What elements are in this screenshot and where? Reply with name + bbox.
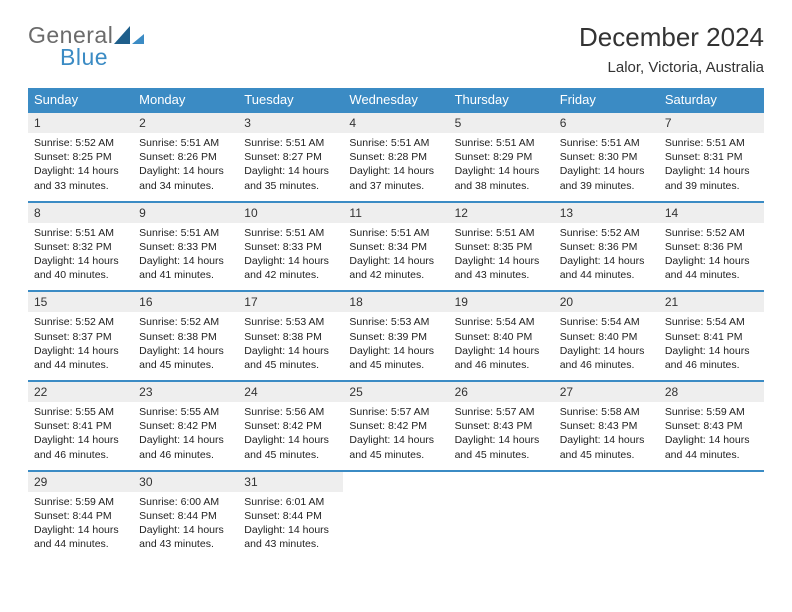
day-detail-cell: Sunrise: 5:58 AMSunset: 8:43 PMDaylight:…: [554, 402, 659, 470]
day-detail-cell: Sunrise: 5:53 AMSunset: 8:39 PMDaylight:…: [343, 312, 448, 380]
page-title: December 2024: [579, 22, 764, 53]
day-number-cell: 5: [449, 111, 554, 133]
day-number-cell: 1: [28, 111, 133, 133]
calendar-page: General Blue December 2024 Lalor, Victor…: [0, 0, 792, 581]
day-detail-cell: Sunrise: 5:57 AMSunset: 8:42 PMDaylight:…: [343, 402, 448, 470]
day-number-cell: [343, 470, 448, 492]
day-header-mon: Monday: [133, 88, 238, 111]
day-number-cell: 14: [659, 201, 764, 223]
day-number-cell: 22: [28, 380, 133, 402]
day-number-cell: [554, 470, 659, 492]
day-number-cell: 18: [343, 290, 448, 312]
day-detail-cell: Sunrise: 5:51 AMSunset: 8:28 PMDaylight:…: [343, 133, 448, 201]
day-header-tue: Tuesday: [238, 88, 343, 111]
day-number-cell: 23: [133, 380, 238, 402]
day-header-row: Sunday Monday Tuesday Wednesday Thursday…: [28, 88, 764, 111]
day-header-thu: Thursday: [449, 88, 554, 111]
day-number-cell: 31: [238, 470, 343, 492]
day-detail-cell: Sunrise: 5:56 AMSunset: 8:42 PMDaylight:…: [238, 402, 343, 470]
day-detail-cell: Sunrise: 5:52 AMSunset: 8:37 PMDaylight:…: [28, 312, 133, 380]
day-number-cell: 3: [238, 111, 343, 133]
day-number-cell: 24: [238, 380, 343, 402]
day-number-cell: 21: [659, 290, 764, 312]
day-detail-cell: Sunrise: 5:52 AMSunset: 8:25 PMDaylight:…: [28, 133, 133, 201]
logo-word-blue: Blue: [60, 44, 108, 71]
day-number-cell: 26: [449, 380, 554, 402]
day-number-cell: 8: [28, 201, 133, 223]
day-detail-cell: Sunrise: 5:59 AMSunset: 8:43 PMDaylight:…: [659, 402, 764, 470]
day-detail-cell: Sunrise: 5:52 AMSunset: 8:36 PMDaylight:…: [554, 223, 659, 291]
day-number-cell: 7: [659, 111, 764, 133]
day-number-cell: 27: [554, 380, 659, 402]
day-detail-cell: Sunrise: 6:01 AMSunset: 8:44 PMDaylight:…: [238, 492, 343, 560]
day-detail-cell: Sunrise: 5:54 AMSunset: 8:41 PMDaylight:…: [659, 312, 764, 380]
day-number-cell: 4: [343, 111, 448, 133]
day-header-sun: Sunday: [28, 88, 133, 111]
day-detail-cell: Sunrise: 5:51 AMSunset: 8:29 PMDaylight:…: [449, 133, 554, 201]
day-number-cell: [659, 470, 764, 492]
page-header: General Blue December 2024 Lalor, Victor…: [28, 22, 764, 76]
logo-sail-icon: [114, 26, 144, 48]
calendar-body: 1234567Sunrise: 5:52 AMSunset: 8:25 PMDa…: [28, 111, 764, 559]
day-detail-cell: Sunrise: 5:51 AMSunset: 8:32 PMDaylight:…: [28, 223, 133, 291]
day-number-cell: 20: [554, 290, 659, 312]
day-header-fri: Friday: [554, 88, 659, 111]
day-number-cell: 12: [449, 201, 554, 223]
title-block: December 2024 Lalor, Victoria, Australia: [579, 22, 764, 76]
day-number-cell: 16: [133, 290, 238, 312]
day-detail-cell: Sunrise: 5:51 AMSunset: 8:35 PMDaylight:…: [449, 223, 554, 291]
day-number-cell: 29: [28, 470, 133, 492]
calendar-table: Sunday Monday Tuesday Wednesday Thursday…: [28, 88, 764, 111]
day-detail-cell: Sunrise: 6:00 AMSunset: 8:44 PMDaylight:…: [133, 492, 238, 560]
day-detail-cell: [449, 492, 554, 560]
day-number-cell: [449, 470, 554, 492]
day-detail-cell: Sunrise: 5:51 AMSunset: 8:26 PMDaylight:…: [133, 133, 238, 201]
day-header-sat: Saturday: [659, 88, 764, 111]
day-detail-cell: Sunrise: 5:53 AMSunset: 8:38 PMDaylight:…: [238, 312, 343, 380]
day-number-cell: 13: [554, 201, 659, 223]
day-detail-cell: Sunrise: 5:51 AMSunset: 8:30 PMDaylight:…: [554, 133, 659, 201]
day-number-cell: 11: [343, 201, 448, 223]
day-number-cell: 6: [554, 111, 659, 133]
day-detail-cell: Sunrise: 5:51 AMSunset: 8:31 PMDaylight:…: [659, 133, 764, 201]
day-detail-cell: Sunrise: 5:55 AMSunset: 8:42 PMDaylight:…: [133, 402, 238, 470]
logo: General Blue: [28, 22, 168, 70]
day-number-cell: 2: [133, 111, 238, 133]
day-detail-cell: Sunrise: 5:55 AMSunset: 8:41 PMDaylight:…: [28, 402, 133, 470]
day-number-cell: 17: [238, 290, 343, 312]
day-detail-cell: Sunrise: 5:51 AMSunset: 8:34 PMDaylight:…: [343, 223, 448, 291]
day-detail-cell: Sunrise: 5:51 AMSunset: 8:33 PMDaylight:…: [238, 223, 343, 291]
day-number-cell: 15: [28, 290, 133, 312]
day-detail-cell: [554, 492, 659, 560]
day-detail-cell: [343, 492, 448, 560]
day-detail-cell: [659, 492, 764, 560]
day-number-cell: 19: [449, 290, 554, 312]
day-detail-cell: Sunrise: 5:57 AMSunset: 8:43 PMDaylight:…: [449, 402, 554, 470]
day-detail-cell: Sunrise: 5:52 AMSunset: 8:38 PMDaylight:…: [133, 312, 238, 380]
day-number-cell: 25: [343, 380, 448, 402]
day-detail-cell: Sunrise: 5:54 AMSunset: 8:40 PMDaylight:…: [554, 312, 659, 380]
page-subtitle: Lalor, Victoria, Australia: [579, 59, 764, 76]
day-detail-cell: Sunrise: 5:52 AMSunset: 8:36 PMDaylight:…: [659, 223, 764, 291]
day-detail-cell: Sunrise: 5:54 AMSunset: 8:40 PMDaylight:…: [449, 312, 554, 380]
day-detail-cell: Sunrise: 5:51 AMSunset: 8:33 PMDaylight:…: [133, 223, 238, 291]
day-number-cell: 30: [133, 470, 238, 492]
day-number-cell: 10: [238, 201, 343, 223]
day-detail-cell: Sunrise: 5:51 AMSunset: 8:27 PMDaylight:…: [238, 133, 343, 201]
day-number-cell: 28: [659, 380, 764, 402]
day-detail-cell: Sunrise: 5:59 AMSunset: 8:44 PMDaylight:…: [28, 492, 133, 560]
day-header-wed: Wednesday: [343, 88, 448, 111]
day-number-cell: 9: [133, 201, 238, 223]
